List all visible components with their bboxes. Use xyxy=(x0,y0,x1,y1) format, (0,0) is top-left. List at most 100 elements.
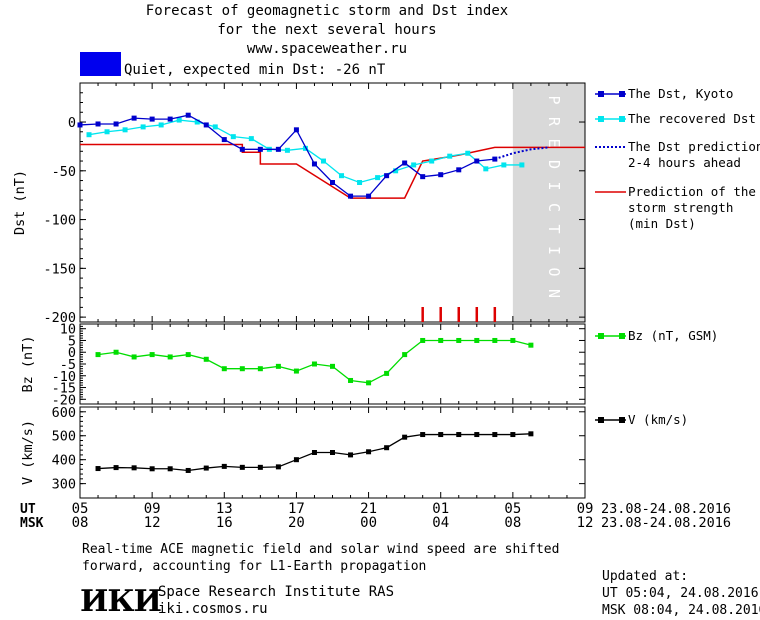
point-dst-recovered xyxy=(501,162,507,168)
point-dst-recovered xyxy=(465,150,471,156)
point-dst-kyoto xyxy=(131,115,137,121)
prediction-letter: C xyxy=(545,203,563,212)
legend-marker-dst-recovered xyxy=(598,116,604,122)
point-bz xyxy=(185,352,191,358)
point-dst-kyoto xyxy=(77,122,83,128)
point-bz xyxy=(275,363,281,369)
point-bz xyxy=(330,363,335,369)
legend-marker-v xyxy=(598,417,604,423)
point-bz xyxy=(402,352,408,358)
point-v xyxy=(131,465,137,471)
point-v xyxy=(311,450,317,455)
y-axis-label: V (km/s) xyxy=(20,420,36,485)
prediction-letter: N xyxy=(545,289,563,298)
iki-logo: ИКИ xyxy=(80,584,162,619)
point-dst-recovered xyxy=(411,162,417,168)
point-v xyxy=(95,466,101,472)
point-dst-kyoto xyxy=(257,146,263,152)
updated-label: Updated at: xyxy=(602,569,689,584)
point-bz xyxy=(131,354,137,360)
point-dst-recovered xyxy=(357,180,363,186)
msk-tick-label: 20 xyxy=(288,515,305,531)
point-dst-kyoto xyxy=(402,160,408,166)
msk-tick-label: 04 xyxy=(432,515,449,531)
ut-tick-label: 09 xyxy=(577,501,594,517)
prediction-letter: I xyxy=(545,181,563,190)
point-v xyxy=(510,432,516,438)
y-tick-label: 400 xyxy=(52,453,76,469)
point-dst-recovered xyxy=(447,153,453,159)
point-dst-recovered xyxy=(158,122,164,128)
point-v xyxy=(474,432,480,438)
institute-name: Space Research Institute RAS xyxy=(158,584,395,600)
point-dst-kyoto xyxy=(420,174,426,180)
point-v xyxy=(203,465,209,471)
point-bz xyxy=(221,366,227,372)
point-bz xyxy=(528,342,534,348)
msk-tick-label: 00 xyxy=(360,515,377,531)
point-dst-recovered xyxy=(393,168,399,174)
point-dst-recovered xyxy=(122,127,128,133)
series-storm-strength xyxy=(80,143,585,199)
status-color-box xyxy=(80,52,121,76)
title-line-1: Forecast of geomagnetic storm and Dst in… xyxy=(145,3,509,19)
updated-ut: UT 05:04, 24.08.2016 xyxy=(602,586,759,601)
ut-label: UT xyxy=(20,502,36,517)
legend-dst-kyoto: The Dst, Kyoto xyxy=(628,86,734,101)
point-bz xyxy=(257,366,263,372)
prediction-letter: T xyxy=(545,224,563,233)
y-axis-label: Dst (nT) xyxy=(12,170,28,235)
msk-tick-label: 16 xyxy=(216,515,233,531)
ut-tick-label: 17 xyxy=(288,501,305,517)
y-tick-label: -15 xyxy=(52,381,76,397)
point-v xyxy=(528,431,534,437)
point-v xyxy=(438,432,444,438)
prediction-letter: D xyxy=(545,160,563,169)
point-dst-kyoto xyxy=(149,116,155,122)
series-dst-prediction xyxy=(494,146,550,161)
msk-tick-label: 12 xyxy=(577,515,594,531)
point-v xyxy=(113,465,119,471)
legend-v: V (km/s) xyxy=(628,412,689,427)
point-dst-recovered xyxy=(104,129,110,135)
ut-tick-label: 05 xyxy=(72,501,89,517)
institute-site[interactable]: iki.cosmos.ru xyxy=(158,601,268,617)
ut-tick-label: 13 xyxy=(216,501,233,517)
ut-tick-label: 09 xyxy=(144,501,161,517)
y-tick-label: -10 xyxy=(52,369,76,385)
point-bz xyxy=(510,337,516,343)
point-v xyxy=(492,432,498,438)
point-dst-recovered xyxy=(212,124,218,130)
point-dst-kyoto xyxy=(113,121,119,127)
y-tick-label: -150 xyxy=(43,261,76,277)
point-bz xyxy=(474,337,480,343)
legend-marker-bz xyxy=(598,333,604,339)
y-tick-label: -5 xyxy=(60,357,76,373)
point-dst-kyoto xyxy=(293,127,299,133)
footer-note: Real-time ACE magnetic field and solar w… xyxy=(82,542,560,574)
series-dst-kyoto xyxy=(79,114,495,197)
point-bz xyxy=(420,337,426,343)
point-dst-recovered xyxy=(86,132,92,138)
prediction-letter: O xyxy=(545,267,563,276)
status-label: Quiet, expected min Dst: -26 nT xyxy=(124,62,386,78)
point-dst-kyoto xyxy=(185,112,191,118)
point-bz xyxy=(95,352,101,358)
point-bz xyxy=(167,354,173,360)
msk-tick-label: 12 xyxy=(144,515,161,531)
y-tick-label: 5 xyxy=(68,333,76,349)
point-dst-kyoto xyxy=(203,122,209,128)
point-dst-kyoto xyxy=(366,193,372,199)
ut-tick-label: 21 xyxy=(360,501,377,517)
point-bz xyxy=(348,377,354,383)
point-bz xyxy=(293,368,299,374)
point-bz xyxy=(492,337,498,343)
point-bz xyxy=(239,366,245,372)
point-dst-kyoto xyxy=(95,121,101,127)
y-tick-label: 0 xyxy=(68,345,76,361)
point-v xyxy=(149,466,155,472)
y-tick-label: 0 xyxy=(68,115,76,131)
msk-tick-label: 08 xyxy=(504,515,521,531)
point-bz xyxy=(438,337,444,343)
